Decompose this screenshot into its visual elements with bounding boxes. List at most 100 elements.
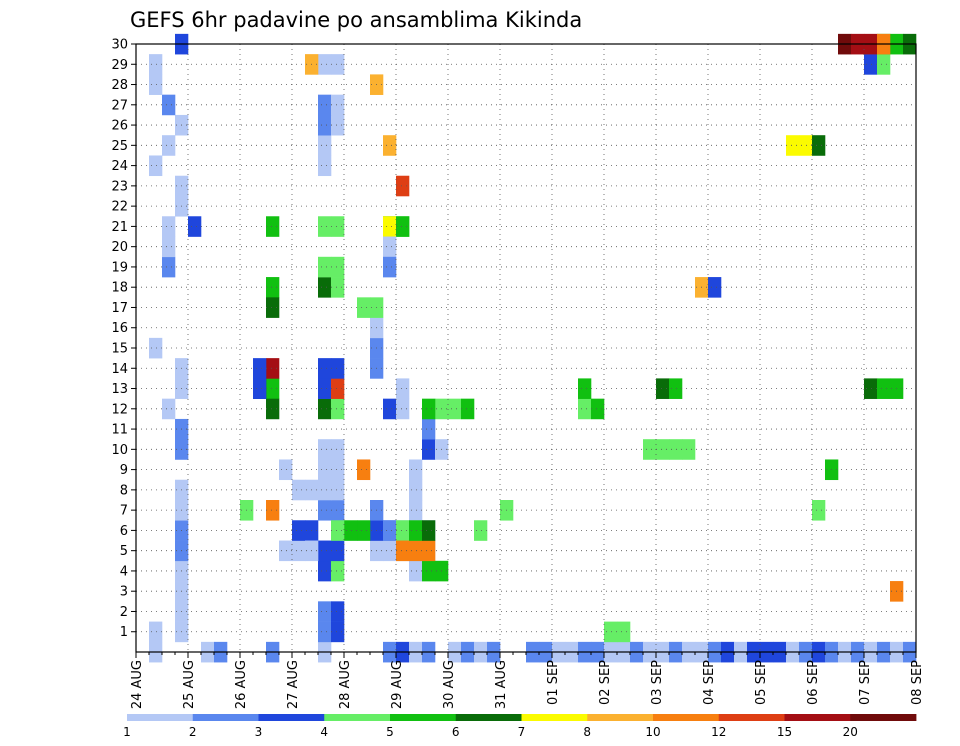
precip-cell xyxy=(409,560,423,582)
y-tick-label: 27 xyxy=(111,98,128,113)
precip-cell xyxy=(318,155,332,177)
colorbar-swatch xyxy=(784,714,851,721)
x-tick-label: 28 AUG xyxy=(338,660,353,709)
precip-cell xyxy=(149,54,163,75)
y-tick-label: 12 xyxy=(111,402,128,417)
x-tick-label: 29 AUG xyxy=(390,660,405,709)
y-tick-label: 29 xyxy=(111,58,128,73)
y-tick-label: 19 xyxy=(111,260,128,275)
precip-cell xyxy=(162,256,176,278)
precip-cell xyxy=(357,297,371,318)
x-tick-label: 30 AUG xyxy=(442,660,457,709)
precip-cell xyxy=(318,277,332,298)
precip-cell xyxy=(318,560,332,582)
y-tick-label: 6 xyxy=(120,524,128,539)
precip-cell xyxy=(383,520,397,541)
precip-cell xyxy=(318,358,332,379)
colorbar-swatch xyxy=(521,714,588,721)
x-tick-label: 24 AUG xyxy=(130,660,145,709)
colorbar-swatch xyxy=(390,714,457,721)
precip-cell xyxy=(409,520,423,541)
precip-cell xyxy=(656,378,670,399)
precip-cell xyxy=(331,621,345,643)
precip-cell xyxy=(812,500,826,521)
precip-cell xyxy=(318,601,332,622)
y-tick-label: 23 xyxy=(111,179,128,194)
y-axis-ticks: 1234567891011121314151617181920212223242… xyxy=(111,38,136,640)
precip-cell xyxy=(786,135,800,156)
colorbar-swatch xyxy=(653,714,720,721)
y-tick-label: 4 xyxy=(120,564,128,579)
y-tick-label: 28 xyxy=(111,78,128,93)
precip-cell xyxy=(383,256,397,278)
precip-cell xyxy=(396,378,410,399)
precip-cell xyxy=(331,398,345,420)
precip-cell xyxy=(162,216,176,237)
colorbar-swatch xyxy=(258,714,325,721)
precip-cell xyxy=(331,256,345,278)
colorbar-label: 4 xyxy=(320,725,328,739)
y-tick-label: 1 xyxy=(120,625,128,640)
precip-cell xyxy=(318,114,332,136)
colorbar-label: 6 xyxy=(452,725,460,739)
x-axis-ticks: 24 AUG 25 AUG 26 AUG 27 AUG 28 AUG 29 AUG 30 A… xyxy=(130,652,925,709)
precip-cell xyxy=(708,277,722,298)
precip-cell xyxy=(422,560,436,582)
y-tick-label: 18 xyxy=(111,281,128,296)
colorbar-label: 2 xyxy=(189,725,197,739)
precip-cell xyxy=(864,54,878,75)
precip-cell xyxy=(266,277,280,298)
precip-cell xyxy=(188,216,202,237)
y-tick-label: 26 xyxy=(111,119,128,134)
precip-cell xyxy=(331,94,345,116)
precip-cell xyxy=(578,378,592,399)
precip-cell xyxy=(344,520,358,541)
colorbar-label: 12 xyxy=(711,725,726,739)
y-tick-label: 16 xyxy=(111,321,128,336)
x-tick-label: 31 AUG xyxy=(494,660,509,709)
colorbar-label: 5 xyxy=(386,725,394,739)
precip-cell xyxy=(617,621,631,643)
precip-cell xyxy=(383,216,397,237)
y-tick-label: 9 xyxy=(120,463,128,478)
x-tick-label: 25 AUG xyxy=(182,660,197,709)
precip-cell xyxy=(266,500,280,521)
colorbar: 1 2 3 4 5 6 7 8 10 12 15 20 xyxy=(123,714,917,739)
y-tick-label: 7 xyxy=(120,504,128,519)
precip-cell xyxy=(461,398,475,420)
colorbar-swatch xyxy=(127,714,194,721)
precip-cell xyxy=(422,540,436,562)
colorbar-label: 1 xyxy=(123,725,131,739)
precip-cell xyxy=(396,216,410,237)
precip-cell xyxy=(149,337,163,359)
precip-cell xyxy=(669,378,683,399)
precip-cell xyxy=(149,74,163,95)
x-tick-label: 07 SEP xyxy=(858,660,873,705)
precip-cell xyxy=(318,621,332,643)
precip-cell xyxy=(292,540,306,562)
precip-cell xyxy=(877,378,891,399)
x-tick-label: 27 AUG xyxy=(286,660,301,709)
precip-cell xyxy=(422,418,436,440)
precip-cell xyxy=(396,540,410,562)
precip-cell xyxy=(318,256,332,278)
precip-cell xyxy=(331,560,345,582)
precip-cell xyxy=(383,135,397,156)
colorbar-swatch xyxy=(455,714,522,721)
x-tick-label: 03 SEP xyxy=(650,660,665,705)
precip-cell xyxy=(331,114,345,136)
precip-cell xyxy=(643,439,657,460)
precip-cell xyxy=(331,378,345,399)
precip-cell xyxy=(253,378,267,399)
y-tick-label: 2 xyxy=(120,605,128,620)
precip-cell xyxy=(422,439,436,460)
x-tick-label: 26 AUG xyxy=(234,660,249,709)
y-tick-label: 11 xyxy=(111,423,128,438)
precip-cell xyxy=(162,398,176,420)
colorbar-swatch xyxy=(718,714,785,721)
y-tick-label: 21 xyxy=(111,220,128,235)
precip-cell xyxy=(357,520,371,541)
x-tick-label: 04 SEP xyxy=(702,660,717,705)
